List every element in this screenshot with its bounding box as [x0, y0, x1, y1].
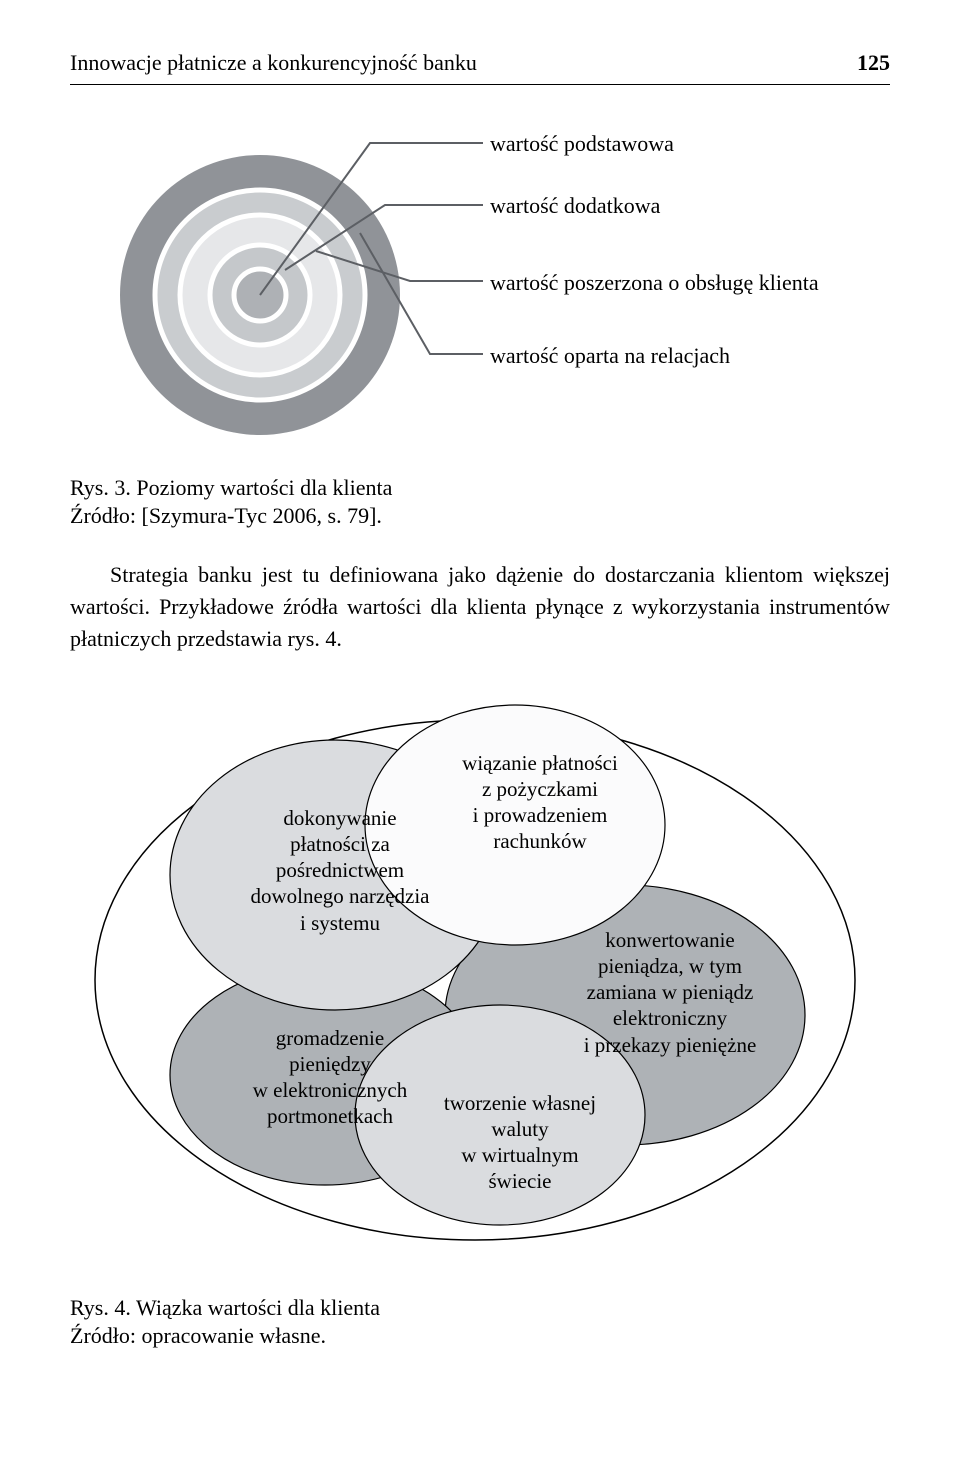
- body-paragraph: Strategia banku jest tu definiowana jako…: [70, 559, 890, 655]
- fig2-label-b1: dokonywaniepłatności zapośrednictwemdowo…: [235, 805, 445, 936]
- fig1-label-1: wartość dodatkowa: [490, 193, 660, 219]
- fig1-label-3: wartość oparta na relacjach: [490, 343, 730, 369]
- figure-2: dokonywaniepłatności zapośrednictwemdowo…: [70, 695, 890, 1265]
- figure-1-caption: Rys. 3. Poziomy wartości dla klienta: [70, 475, 890, 501]
- fig2-label-b3: konwertowaniepieniądza, w tymzamiana w p…: [565, 927, 775, 1058]
- fig2-label-b2: wiązanie płatnościz pożyczkamii prowadze…: [435, 750, 645, 855]
- page-number: 125: [857, 50, 890, 76]
- fig1-label-0: wartość podstawowa: [490, 131, 674, 157]
- fig2-label-b5: tworzenie własnejwalutyw wirtualnymświec…: [415, 1090, 625, 1195]
- fig1-label-2: wartość poszerzona o obsługę klienta: [490, 270, 819, 296]
- running-title: Innowacje płatnicze a konkurencyjność ba…: [70, 50, 477, 76]
- fig2-label-b4: gromadzeniepieniędzyw elektronicznychpor…: [225, 1025, 435, 1130]
- figure-2-caption: Rys. 4. Wiązka wartości dla klienta: [70, 1295, 890, 1321]
- figure-1-source: Źródło: [Szymura-Tyc 2006, s. 79].: [70, 503, 890, 529]
- page: Innowacje płatnicze a konkurencyjność ba…: [0, 0, 960, 1399]
- page-header: Innowacje płatnicze a konkurencyjność ba…: [70, 50, 890, 85]
- figure-1: wartość podstawowa wartość dodatkowa war…: [70, 125, 890, 455]
- figure-2-source: Źródło: opracowanie własne.: [70, 1323, 890, 1349]
